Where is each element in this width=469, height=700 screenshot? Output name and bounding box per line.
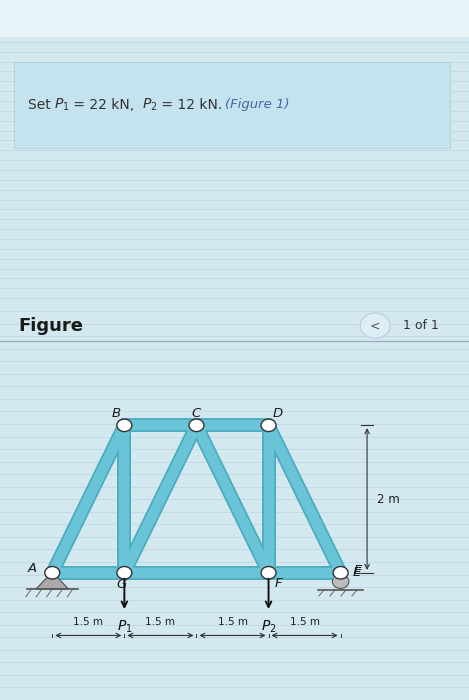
Circle shape: [117, 566, 132, 579]
Text: 1 of 1: 1 of 1: [403, 319, 439, 332]
Text: B: B: [111, 407, 121, 420]
Text: $P_1$: $P_1$: [54, 97, 69, 113]
Text: <: <: [370, 319, 380, 332]
Circle shape: [261, 419, 276, 432]
Circle shape: [333, 566, 348, 579]
Text: (Figure 1): (Figure 1): [225, 98, 290, 111]
Circle shape: [189, 419, 204, 432]
Text: G: G: [117, 578, 127, 591]
Text: E: E: [353, 564, 362, 578]
Text: 1.5 m: 1.5 m: [73, 617, 103, 626]
Text: 1.5 m: 1.5 m: [289, 617, 319, 626]
Text: Figure: Figure: [19, 316, 84, 335]
Circle shape: [45, 566, 60, 579]
Circle shape: [360, 313, 390, 338]
Text: $P_1$: $P_1$: [117, 619, 132, 636]
Circle shape: [333, 575, 349, 589]
Text: $P_2$: $P_2$: [142, 97, 157, 113]
Text: A: A: [28, 561, 37, 575]
Text: 1.5 m: 1.5 m: [218, 617, 248, 626]
Text: $P_2$: $P_2$: [261, 619, 276, 636]
Text: E: E: [352, 566, 361, 580]
Text: Set: Set: [28, 98, 55, 112]
Text: = 22 kN,: = 22 kN,: [69, 98, 143, 112]
Text: F: F: [275, 578, 283, 590]
Text: D: D: [273, 407, 283, 420]
Text: C: C: [192, 407, 201, 420]
FancyBboxPatch shape: [14, 62, 450, 148]
Text: 1.5 m: 1.5 m: [145, 617, 175, 626]
Text: 2 m: 2 m: [378, 493, 400, 505]
Text: = 12 kN.: = 12 kN.: [157, 98, 222, 112]
Circle shape: [261, 566, 276, 579]
Circle shape: [117, 419, 132, 432]
Polygon shape: [36, 572, 68, 589]
Bar: [0, 0, 469, 37]
